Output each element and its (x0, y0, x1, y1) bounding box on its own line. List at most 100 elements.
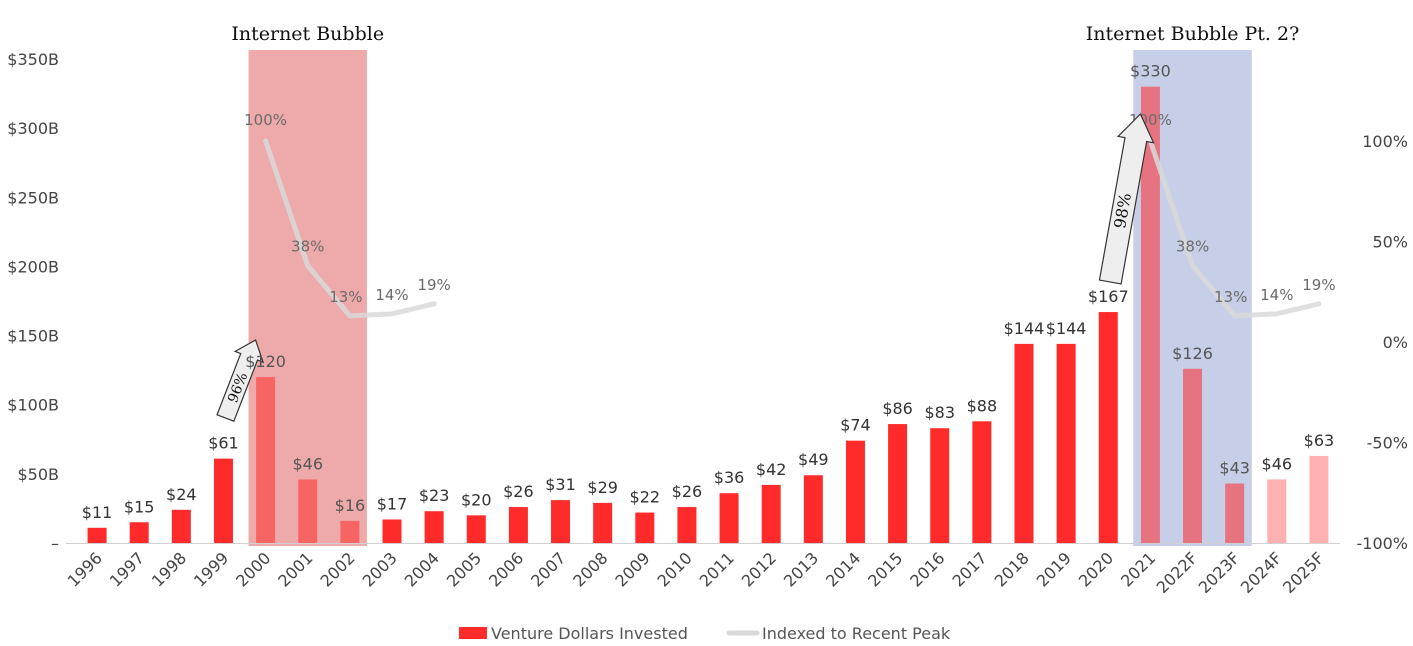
x-tick-label: 2003 (359, 548, 401, 590)
index-point-label: 19% (417, 276, 450, 294)
bar-value-label: $83 (924, 403, 955, 422)
bar-value-label: $43 (1219, 459, 1250, 478)
y-tick-label: $200B (7, 257, 59, 276)
bar-value-label: $167 (1088, 287, 1129, 306)
bar-value-label: $26 (503, 482, 534, 501)
bar (88, 528, 107, 543)
bar-value-label: $144 (1004, 319, 1045, 338)
bar (214, 459, 233, 543)
x-tick-label: 2006 (485, 548, 527, 590)
legend-label: Indexed to Recent Peak (762, 624, 951, 643)
bar (1267, 479, 1286, 543)
legend: Venture Dollars Invested Indexed to Recen… (459, 624, 951, 643)
index-point-label: 38% (1176, 238, 1209, 256)
x-tick-label: 2002 (316, 548, 358, 590)
bar-value-label: $23 (419, 486, 450, 505)
y-tick-label: $100B (7, 396, 59, 415)
bar-value-label: $74 (840, 416, 871, 435)
bar-value-label: $24 (166, 485, 197, 504)
bar-value-label: $144 (1046, 319, 1087, 338)
x-tick-label: 2024F (1237, 548, 1286, 597)
bar (888, 424, 907, 543)
bar-value-label: $86 (882, 399, 913, 418)
x-tick-label: 2017 (948, 548, 990, 590)
x-tick-label: 2015 (864, 548, 906, 590)
x-tick-label: 2001 (274, 548, 316, 590)
bar (762, 485, 781, 543)
bar-value-label: $22 (630, 488, 661, 507)
bar (425, 511, 444, 543)
bar (846, 441, 865, 543)
y-tick-label: $50B (17, 465, 59, 484)
bar-value-label: $16 (335, 496, 366, 515)
x-tick-label: 1998 (148, 548, 190, 590)
x-tick-label: 2011 (696, 548, 738, 590)
x-tick-label: 2010 (654, 548, 696, 590)
bar (720, 493, 739, 543)
index-point-label: 38% (291, 238, 324, 256)
bar (1015, 344, 1034, 543)
venture-chart: Internet Bubble Internet Bubble Pt. 2? 10… (0, 0, 1413, 646)
legend-swatch-bar (459, 627, 487, 639)
x-tick-label: 1999 (190, 548, 232, 590)
bar-value-label: $46 (1262, 454, 1293, 473)
bar-value-label: $42 (756, 460, 787, 479)
x-tick-label: 1997 (106, 548, 148, 590)
bar-value-label: $46 (292, 454, 323, 473)
legend-label: Venture Dollars Invested (491, 624, 688, 643)
x-tick-label: 2014 (822, 548, 864, 590)
bar (593, 503, 612, 543)
x-tick-label: 2023F (1195, 548, 1244, 597)
x-tick-label: 2025F (1279, 548, 1328, 597)
y-tick-label: $250B (7, 188, 59, 207)
index-point-label: 13% (329, 288, 362, 306)
index-point-label: 13% (1214, 288, 1247, 306)
bar-value-label: $49 (798, 450, 829, 469)
y2-tick-label: -100% (1356, 534, 1408, 553)
bar (551, 500, 570, 543)
highlight-label: Internet Bubble Pt. 2? (1086, 23, 1300, 45)
bar (1309, 456, 1328, 543)
bar-value-label: $126 (1172, 344, 1213, 363)
y2-tick-label: 100% (1362, 132, 1408, 151)
index-point-label: 100% (244, 111, 287, 129)
x-tick-label: 2000 (232, 548, 274, 590)
bar-value-label: $61 (208, 434, 239, 453)
x-tick-label: 2019 (1033, 548, 1075, 590)
bar (635, 513, 654, 543)
x-tick-label: 2007 (527, 548, 569, 590)
bar (383, 519, 402, 543)
x-tick-label: 2020 (1075, 548, 1117, 590)
highlight-label: Internet Bubble (231, 23, 384, 45)
x-tick-label: 2013 (780, 548, 822, 590)
y2-tick-label: 50% (1372, 233, 1408, 252)
y2-tick-label: -50% (1367, 434, 1408, 453)
bar (804, 475, 823, 543)
bar-value-label: $88 (967, 396, 998, 415)
x-tick-label: 2012 (738, 548, 780, 590)
bar-value-label: $120 (245, 352, 286, 371)
x-tick-label: 2009 (611, 548, 653, 590)
bar-value-label: $29 (587, 478, 618, 497)
index-point-label: 19% (1302, 276, 1335, 294)
x-tick-label: 2018 (991, 548, 1033, 590)
bar-value-label: $63 (1304, 431, 1335, 450)
bar (467, 515, 486, 543)
bar (130, 522, 149, 543)
x-tick-label: 2022F (1153, 548, 1202, 597)
x-tick-label: 2005 (443, 548, 485, 590)
bar (509, 507, 528, 543)
bar-value-label: $17 (377, 494, 408, 513)
y-tick-label: $350B (7, 50, 59, 69)
bar-value-label: $36 (714, 468, 745, 487)
bar (1057, 344, 1076, 543)
bar (930, 428, 949, 543)
x-tick-label: 2004 (401, 548, 443, 590)
bar-value-label: $26 (672, 482, 703, 501)
index-point-label: 14% (1260, 286, 1293, 304)
bar (172, 510, 191, 543)
x-tick-label: 2008 (569, 548, 611, 590)
bar (1099, 312, 1118, 543)
y2-tick-label: 0% (1383, 333, 1408, 352)
index-point-label: 14% (375, 286, 408, 304)
